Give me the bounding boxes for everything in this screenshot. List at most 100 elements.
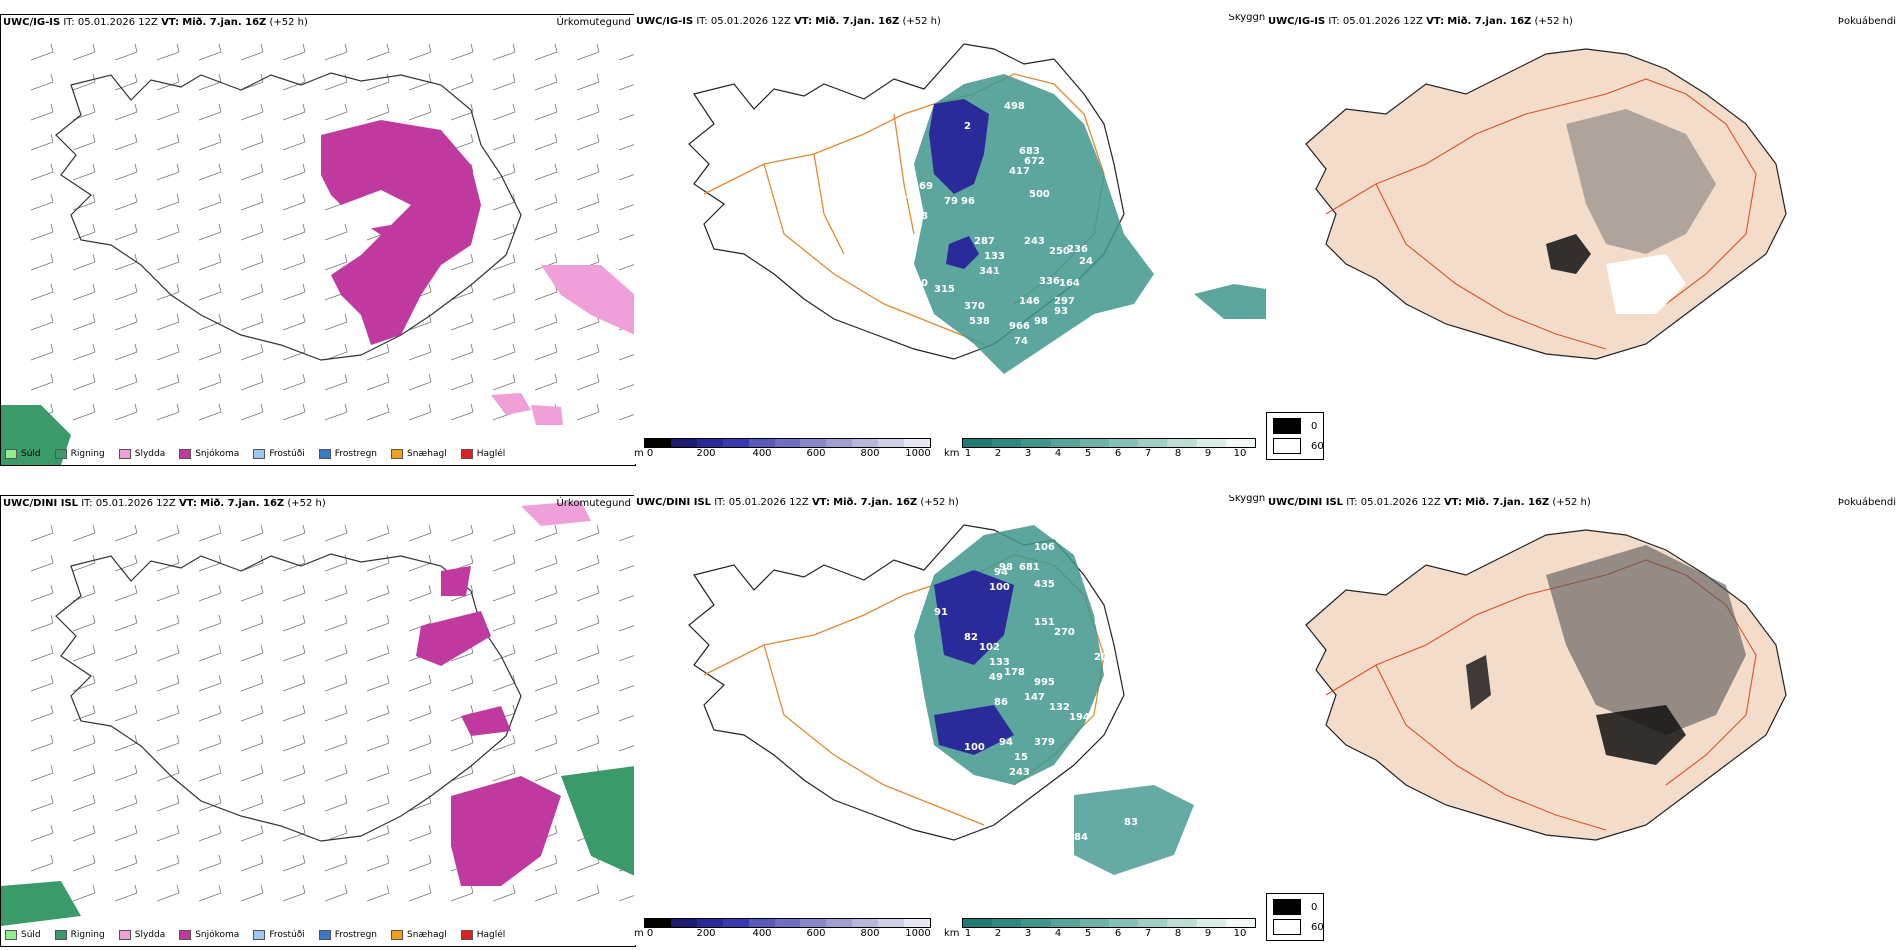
fog-legend-item: 0 — [1273, 418, 1317, 434]
visibility-value-label: 681 — [1019, 562, 1040, 573]
fog-clear-area — [1606, 254, 1686, 314]
wind-barb — [282, 734, 306, 752]
legend-swatch — [118, 930, 131, 940]
wind-barb — [30, 223, 54, 241]
colorbar-tick: 7 — [1144, 928, 1152, 939]
wind-barb — [30, 163, 54, 181]
visibility-value-label: 96 — [961, 196, 975, 207]
wind-barb — [72, 824, 96, 842]
wind-barb — [618, 534, 635, 542]
fog-dark-area-2 — [1466, 655, 1491, 710]
wind-barb — [114, 704, 138, 722]
snow-area-2 — [341, 190, 411, 230]
panel-type-label: Þokuábendi — [1837, 497, 1896, 508]
fog-legend-label: 0 — [1311, 901, 1318, 913]
wind-barb — [534, 223, 558, 241]
panel-type-label: Úrkomutegund — [556, 498, 631, 509]
visibility-value-label: 1 — [764, 116, 771, 127]
wind-barb — [30, 584, 54, 602]
wind-barb — [366, 584, 390, 602]
wind-barb — [492, 133, 516, 151]
wind-barb — [492, 584, 516, 602]
road-network — [1325, 78, 1757, 350]
wind-barb — [156, 614, 180, 632]
wind-barb — [72, 133, 96, 151]
wind-barb — [198, 283, 222, 301]
legend-swatch — [179, 449, 192, 459]
wind-barb — [198, 373, 222, 391]
visibility-value-label: 250 — [1049, 246, 1070, 257]
legend-item: Snæhagl — [391, 449, 447, 459]
wind-barb — [408, 764, 432, 782]
legend-item: Frostúði — [253, 449, 305, 459]
wind-barb — [198, 253, 222, 271]
wind-barb — [282, 133, 306, 151]
wind-barb — [30, 794, 54, 812]
wind-barb — [240, 43, 264, 61]
visibility-value-label: 91 — [934, 607, 948, 618]
wind-barb — [240, 193, 264, 211]
wind-barb — [30, 193, 54, 211]
visibility-value-label: 370 — [964, 301, 985, 312]
wind-barb — [156, 163, 180, 181]
wind-barb — [30, 704, 54, 722]
wind-barb — [114, 73, 138, 91]
wind-barb — [576, 584, 600, 602]
colorbar-strip — [644, 438, 931, 448]
wind-barb — [156, 343, 180, 361]
colorbar-tick: 10 — [1233, 928, 1247, 939]
visibility-value-label: 79 — [944, 196, 958, 207]
sleet-area — [521, 501, 591, 526]
visibility-value-label: 287 — [974, 236, 995, 247]
legend-item: Frostregn — [318, 449, 377, 459]
fog-legend-swatch — [1273, 418, 1301, 434]
wind-barb — [534, 584, 558, 602]
snow-area-2 — [416, 611, 491, 666]
wind-barb — [282, 43, 306, 61]
wind-barb — [240, 283, 264, 301]
wind-barb — [156, 103, 180, 121]
wind-barb — [576, 644, 600, 662]
visibility-value-label: 500 — [1029, 189, 1050, 200]
colorbar-strip — [962, 918, 1256, 928]
init-prefix: IT: — [81, 498, 93, 509]
panel-type-label: Þokuábendi — [1837, 16, 1896, 27]
valid-prefix: VT: — [178, 498, 197, 509]
wind-barb — [240, 73, 264, 91]
wind-barb — [198, 704, 222, 722]
visibility-value-label: 147 — [1024, 692, 1045, 703]
wind-barb — [114, 253, 138, 271]
wind-barb — [324, 103, 348, 121]
wind-barb — [156, 403, 180, 421]
model-name: UWC/IG-IS — [636, 16, 694, 27]
wind-barb — [408, 313, 432, 331]
wind-barb — [30, 644, 54, 662]
legend-swatch — [391, 449, 404, 459]
visibility-value-label: 243 — [1009, 767, 1030, 778]
wind-barb — [576, 223, 600, 241]
wind-barb — [534, 554, 558, 572]
legend-label: Snjókoma — [195, 930, 240, 940]
visibility-value-label: 100 — [989, 582, 1010, 593]
visibility-value-label: 134 — [1029, 371, 1050, 382]
wind-barb — [408, 524, 432, 542]
wind-barb — [324, 644, 348, 662]
valid-prefix: VT: — [1443, 497, 1462, 508]
wind-barb — [198, 884, 222, 902]
wind-barb — [198, 403, 222, 421]
wind-barb — [492, 43, 516, 61]
wind-barb — [282, 193, 306, 211]
wind-barb — [114, 283, 138, 301]
wind-barb — [30, 343, 54, 361]
colorbar-tick: 6 — [1114, 448, 1122, 459]
init-prefix: IT: — [63, 17, 75, 28]
wind-barb — [282, 373, 306, 391]
panel-header: UWC/DINI ISL IT: 05.01.2026 12Z VT: Mið.… — [3, 498, 326, 509]
wind-barb — [30, 283, 54, 301]
visibility-low-area-2 — [946, 236, 979, 269]
panel-header: UWC/IG-IS IT: 05.01.2026 12Z VT: Mið. 7.… — [3, 17, 308, 28]
colorbar-tick: 1 — [964, 928, 972, 939]
wind-barb — [282, 854, 306, 872]
wind-barb — [534, 614, 558, 632]
fog-legend-label: 60 — [1311, 440, 1324, 452]
